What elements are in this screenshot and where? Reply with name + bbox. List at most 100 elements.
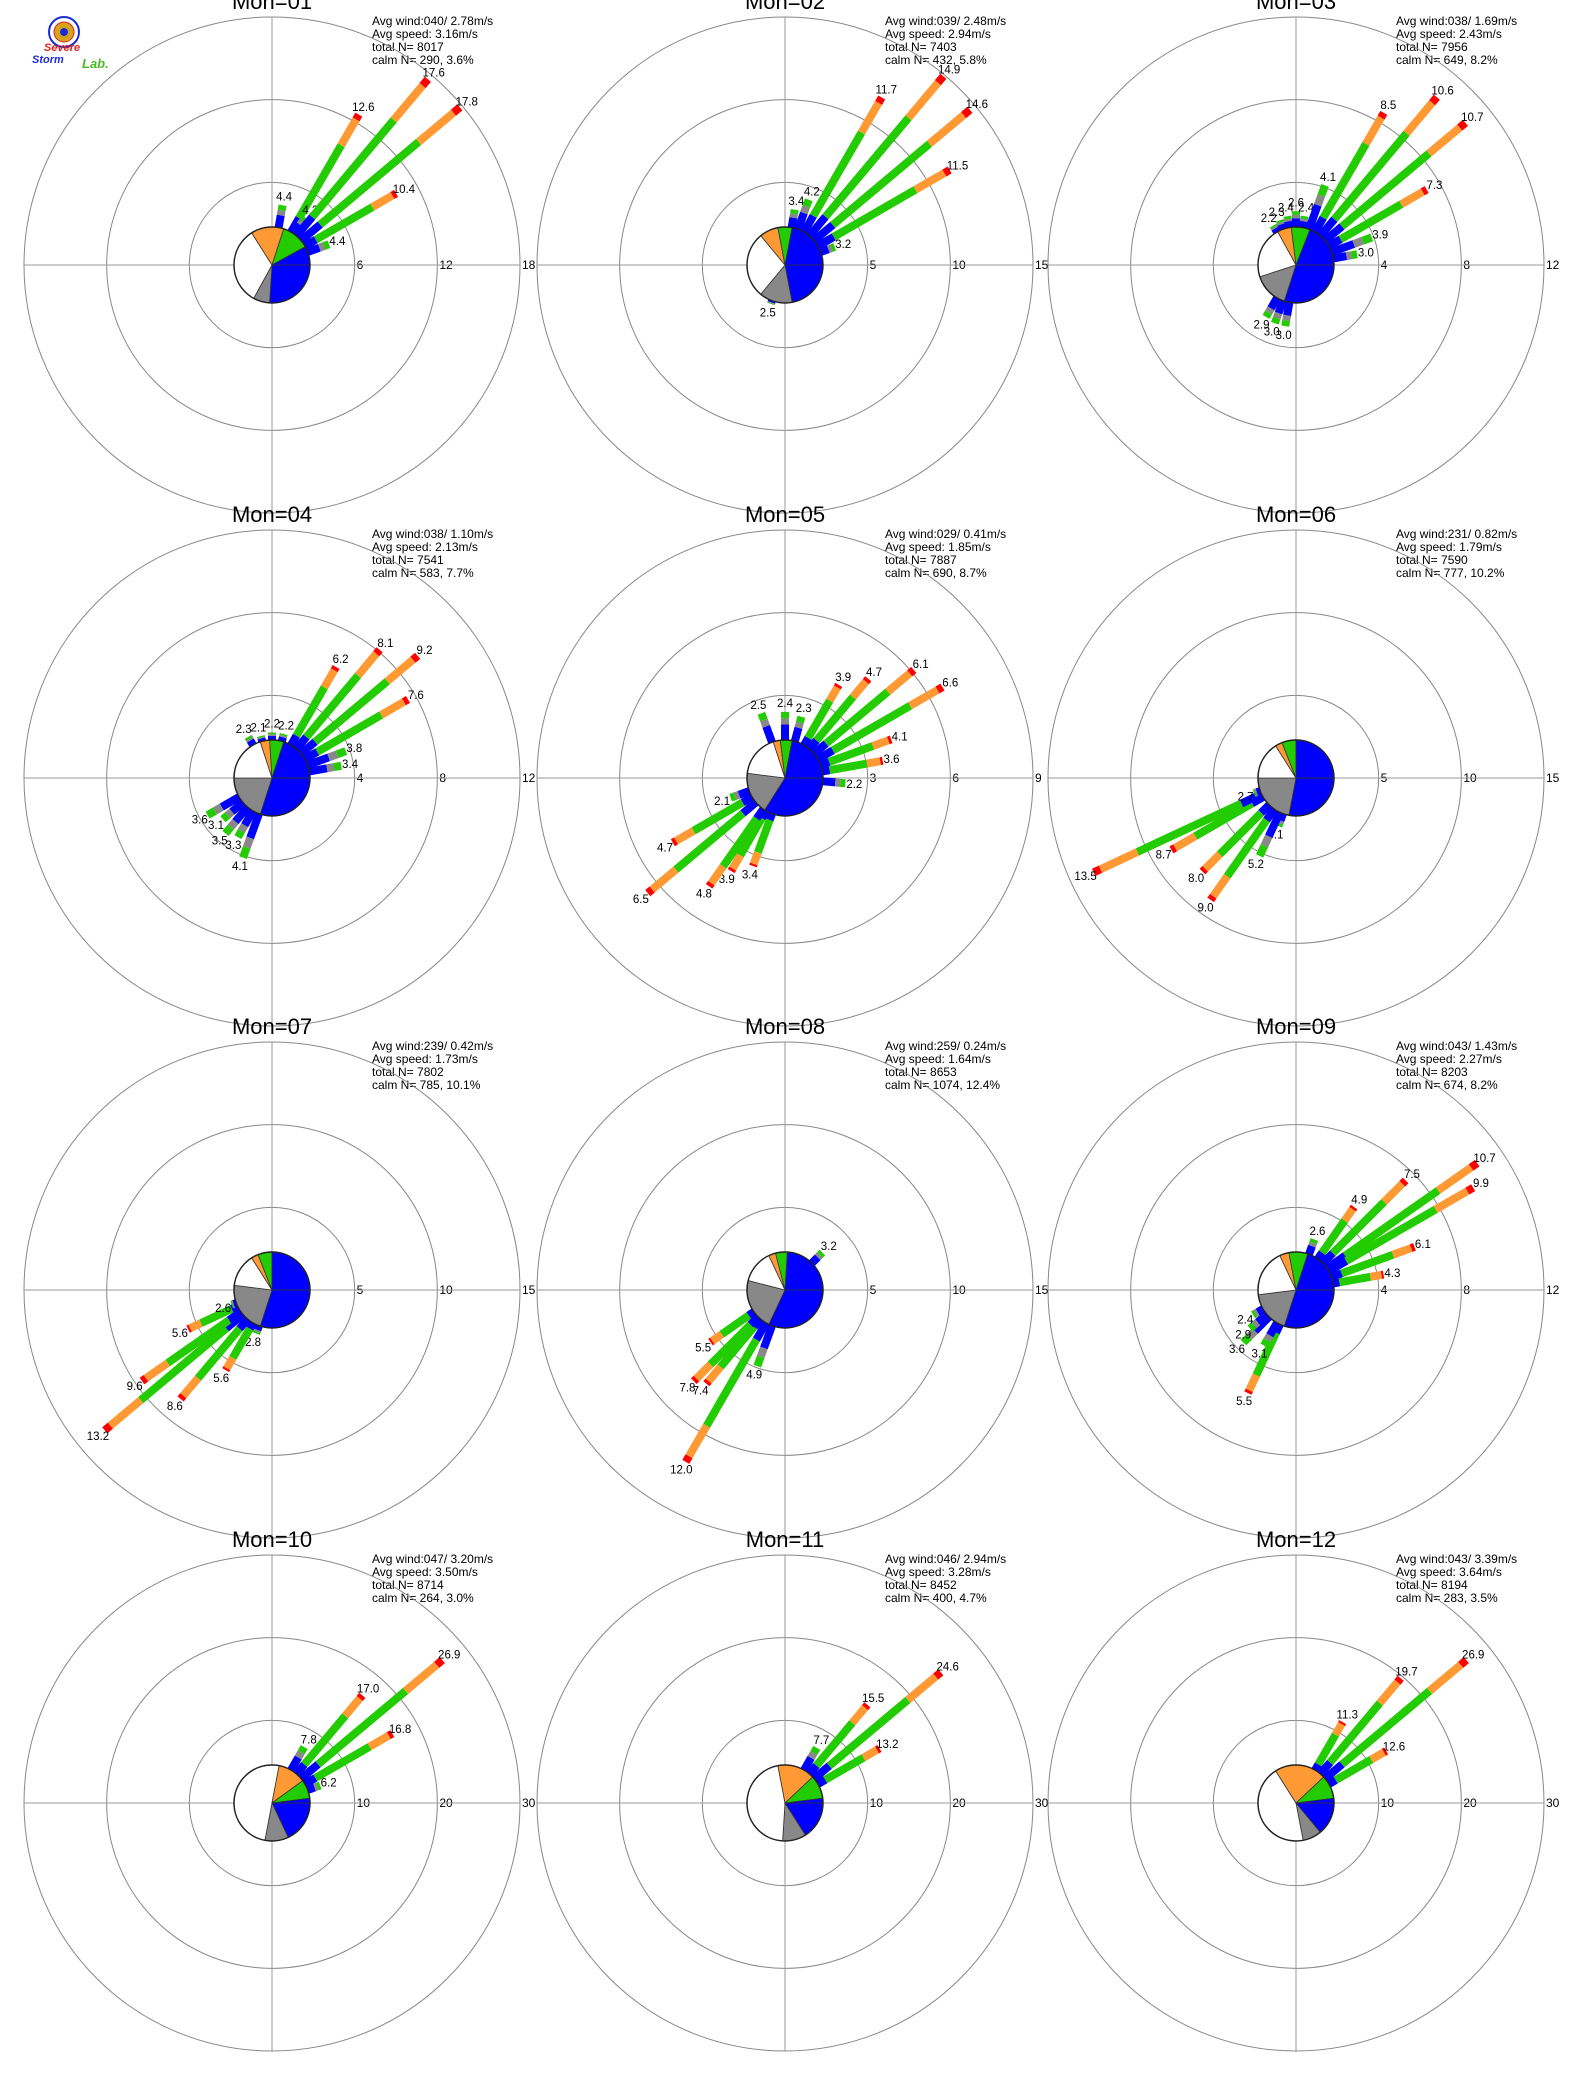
direction-bar-segment	[330, 665, 340, 673]
bar-value-label: 4.1	[1320, 172, 1336, 184]
direction-bar-segment	[277, 204, 287, 212]
direction-bar-segment	[1369, 1270, 1383, 1281]
direction-bar-segment	[746, 1308, 757, 1319]
direction-bar-segment	[313, 1782, 319, 1792]
direction-bar-segment	[709, 1330, 725, 1345]
direction-bar-segment	[905, 1673, 939, 1703]
pie-outline	[1257, 739, 1335, 817]
bar-value-label: 8.7	[1156, 849, 1172, 861]
direction-bar-segment	[299, 215, 309, 224]
direction-bar-segment	[102, 1422, 113, 1434]
bar-value-label: 10.6	[1431, 85, 1453, 97]
direction-bar-segment	[246, 1320, 257, 1331]
direction-bar-segment	[858, 100, 883, 135]
direction-bar-segment	[1252, 1330, 1280, 1377]
direction-bar-segment	[242, 836, 254, 849]
bar-value-label: 2.4	[1278, 202, 1295, 214]
direction-bar-segment	[1330, 1269, 1344, 1281]
stats-line: Avg speed: 1.79m/s	[1396, 540, 1502, 554]
stats-line: calm N= 264, 3.0%	[372, 1591, 474, 1605]
bar-value-label: 6.2	[321, 1777, 337, 1789]
direction-bar-segment	[205, 807, 217, 819]
direction-bar-segment	[789, 213, 798, 219]
bar-value-label: 17.8	[456, 97, 478, 109]
stats-line: Avg wind:029/ 0.41m/s	[885, 527, 1006, 541]
bar-value-label: 13.5	[1074, 871, 1096, 883]
direction-bar-segment	[819, 758, 831, 769]
direction-bar-segment	[886, 735, 893, 745]
direction-bar-segment	[1283, 301, 1294, 317]
direction-bar-segment	[1270, 225, 1279, 231]
direction-bar-segment	[1199, 866, 1208, 875]
panel-title: Mon=04	[232, 502, 312, 527]
direction-bar-segment	[1262, 310, 1273, 319]
direction-bar-segment	[737, 787, 751, 799]
direction-bar-segment	[1381, 1747, 1389, 1756]
direction-bar-segment	[1403, 100, 1436, 136]
direction-bar-segment	[1244, 1388, 1253, 1395]
direction-bar-segment	[822, 115, 912, 220]
bar-value-label: 11.5	[947, 160, 969, 172]
direction-bar-segment	[813, 1720, 856, 1769]
direction-bar-segment	[674, 827, 696, 845]
bar-value-label: 2.9	[1254, 320, 1270, 332]
direction-bar-segment	[833, 682, 843, 690]
direction-bar-segment	[1342, 1187, 1441, 1259]
stats-line: Avg wind:043/ 1.43m/s	[1396, 1039, 1517, 1053]
direction-bar-segment	[1338, 200, 1404, 243]
direction-bar-segment	[188, 1319, 203, 1332]
direction-bar-segment	[1317, 1759, 1334, 1777]
bar-value-label: 2.3	[236, 724, 252, 736]
direction-bar-segment	[327, 750, 339, 762]
stats-line: calm N= 649, 8.2%	[1396, 53, 1498, 67]
bar-value-label: 3.9	[1372, 229, 1388, 241]
direction-bar-segment	[815, 1776, 828, 1788]
direction-bar-segment	[827, 244, 833, 253]
direction-bar-segment	[317, 138, 422, 228]
direction-bar-segment	[1329, 1199, 1387, 1257]
ring-label: 18	[522, 258, 536, 272]
direction-bar-segment	[719, 816, 760, 869]
bar-value-label: 6.1	[913, 659, 929, 671]
direction-bar-segment	[296, 219, 306, 228]
direction-bar-segment	[419, 76, 431, 89]
ring-label: 12	[522, 771, 536, 785]
direction-bar-segment	[143, 1359, 170, 1382]
direction-bar-segment	[1338, 1272, 1372, 1287]
bar-value-label: 13.2	[876, 1739, 898, 1751]
direction-bar-segment	[244, 734, 253, 741]
bar-value-label: 3.3	[225, 840, 241, 852]
direction-bar-segment	[1330, 240, 1356, 256]
direction-bar-segment	[219, 793, 242, 811]
direction-bar-segment	[379, 698, 406, 719]
direction-bar-segment	[1326, 1257, 1349, 1275]
direction-bar-segment	[287, 733, 300, 748]
direction-bar-segment	[1309, 1238, 1319, 1245]
direction-bar-segment	[306, 243, 321, 256]
logo-lab-text: Lab.	[82, 56, 109, 71]
bar-value-label: 4.9	[1351, 1195, 1367, 1207]
direction-bar-segment	[315, 711, 384, 756]
direction-bar-segment	[222, 1366, 231, 1373]
bar-value-label: 8.6	[167, 1401, 183, 1413]
stats-line: total N= 7956	[1396, 40, 1468, 54]
stats-line: calm N= 432, 5.8%	[885, 53, 987, 67]
direction-bar-segment	[811, 221, 836, 244]
bar-value-label: 9.9	[1473, 1178, 1489, 1190]
direction-bar-segment	[823, 688, 891, 747]
direction-bar-segment	[1340, 1250, 1395, 1278]
direction-bar-segment	[232, 804, 251, 825]
direction-bar-segment	[306, 1783, 316, 1794]
direction-bar-segment	[826, 685, 841, 703]
direction-bar-segment	[740, 793, 755, 806]
stats-line: Avg speed: 3.50m/s	[372, 1565, 478, 1579]
direction-bar-segment	[1409, 1243, 1416, 1252]
direction-bar-segment	[1308, 1241, 1317, 1248]
direction-bar-segment	[298, 738, 318, 757]
direction-bar-segment	[729, 853, 744, 871]
stats-line: Avg wind:239/ 0.42m/s	[372, 1039, 493, 1053]
direction-bar-segment	[1207, 893, 1217, 903]
bar-value-label: 24.6	[936, 1661, 958, 1673]
